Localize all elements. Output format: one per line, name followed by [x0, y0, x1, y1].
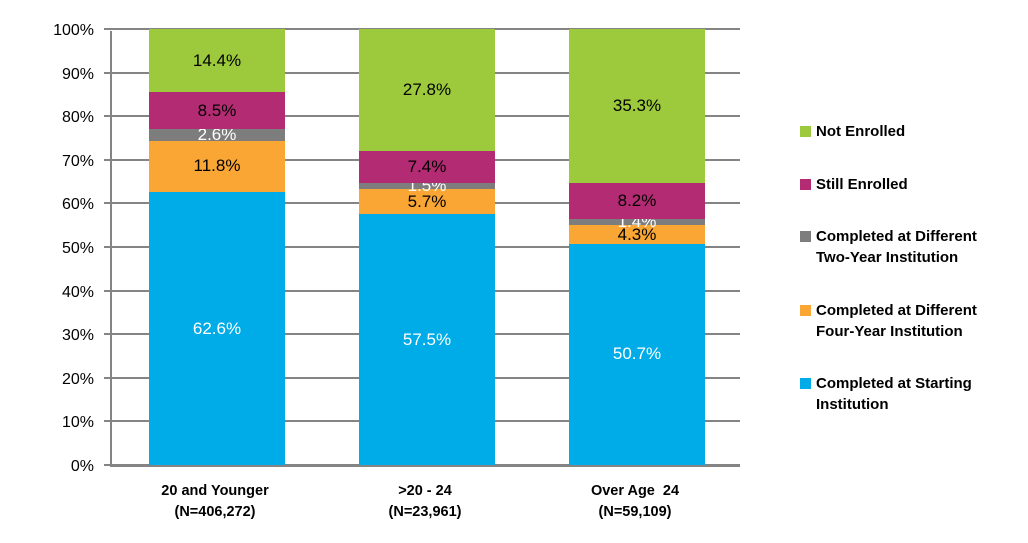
y-tick-label: 90% — [61, 65, 94, 83]
legend-label: Not Enrolled — [816, 123, 906, 140]
gridline — [104, 464, 740, 466]
bar-data-label: 57.5% — [402, 329, 452, 349]
bar-data-label: 7.4% — [407, 156, 447, 176]
bar-segment — [359, 150, 495, 183]
bar-data-label: 14.4% — [192, 50, 242, 70]
bar-data-label: 5.7% — [407, 191, 447, 211]
bar-segment — [149, 192, 285, 465]
legend-swatch-icon — [800, 304, 811, 316]
bar-data-label: 11.8% — [193, 156, 241, 176]
bar-data-label: 8.5% — [197, 100, 237, 120]
gridline — [104, 28, 740, 30]
category-name: >20 - 24 — [398, 483, 452, 499]
category-label: 20 and Younger (N=406,272) — [110, 481, 320, 523]
category-name: Over Age 24 — [590, 483, 680, 499]
bar-segment — [569, 183, 705, 220]
legend-swatch-icon — [800, 378, 811, 389]
bar-data-label: 8.2% — [617, 191, 657, 211]
legend-label: Completed at Different Four-Year Institu… — [816, 301, 977, 340]
bar-segment — [569, 243, 705, 465]
y-axis: 0% 10% 20% 30% 40% 50% 60% 70% 80% 90% 100% — [0, 22, 100, 475]
bar-segment — [359, 29, 495, 151]
legend-swatch-icon — [800, 126, 811, 137]
bar-segment — [569, 225, 705, 244]
y-tick-label: 20% — [61, 370, 94, 388]
plot-area: 62.6% 11.8% 2.6% 8.5% 14.4% 57.5% 5.7% 1.5% 7.4%… — [104, 28, 740, 467]
legend-item: Completed at Different Two-Year Institut… — [800, 226, 1005, 268]
category-label: Over Age 24 (N=59,109) — [530, 481, 740, 523]
bar-segment — [569, 219, 705, 226]
legend-item: Completed at Different Four-Year Institu… — [800, 300, 1005, 342]
bar-segment — [569, 29, 705, 184]
y-tick-label: 50% — [61, 240, 94, 257]
legend: Not Enrolled Still Enrolled Completed at D… — [800, 121, 1005, 415]
y-tick-label: 10% — [61, 414, 94, 432]
bar-data-label: 35.3% — [612, 96, 662, 116]
y-tick-label: 60% — [61, 196, 94, 214]
bar-segment — [149, 129, 285, 141]
y-tick-label: 0% — [70, 458, 94, 475]
y-tick-label: 70% — [61, 152, 94, 170]
x-axis: 20 and Younger (N=406,272) >20 - 24 (N=23,9… — [110, 481, 740, 531]
legend-item: Completed at Starting Institution — [800, 373, 1005, 415]
legend-item: Not Enrolled — [800, 121, 1005, 142]
bar-data-label: 4.3% — [617, 224, 657, 244]
bar-segment — [359, 189, 495, 215]
bar-segment — [359, 214, 495, 465]
bar-segment — [149, 29, 285, 93]
bar-segment — [149, 140, 285, 193]
category-label: >20 - 24 (N=23,961) — [320, 481, 530, 523]
legend-swatch-icon — [800, 231, 811, 242]
legend-label: Completed at Starting Institution — [816, 375, 972, 413]
category-n-count: (N=23,961) — [388, 504, 462, 520]
legend-label: Still Enrolled — [816, 175, 908, 193]
category-n-count: (N=59,109) — [598, 504, 672, 520]
bar-data-label: 2.6% — [197, 124, 237, 144]
legend-label: Completed at Different Two-Year Institut… — [816, 228, 977, 266]
bar-data-label: 27.8% — [402, 80, 452, 100]
category-n-count: (N=406,272) — [174, 504, 256, 520]
category-name: 20 and Younger — [161, 483, 269, 499]
bar-segment — [359, 182, 495, 190]
legend-swatch-icon — [800, 178, 811, 190]
y-tick-label: 40% — [61, 283, 94, 301]
y-tick-label: 100% — [53, 22, 94, 39]
legend-item: Still Enrolled — [800, 174, 1005, 195]
y-tick-label: 30% — [61, 327, 94, 345]
bar-data-label: 50.7% — [612, 344, 662, 364]
y-tick-label: 80% — [61, 109, 94, 127]
bar-data-label: 62.6% — [192, 318, 242, 338]
bar-segment — [149, 92, 285, 130]
